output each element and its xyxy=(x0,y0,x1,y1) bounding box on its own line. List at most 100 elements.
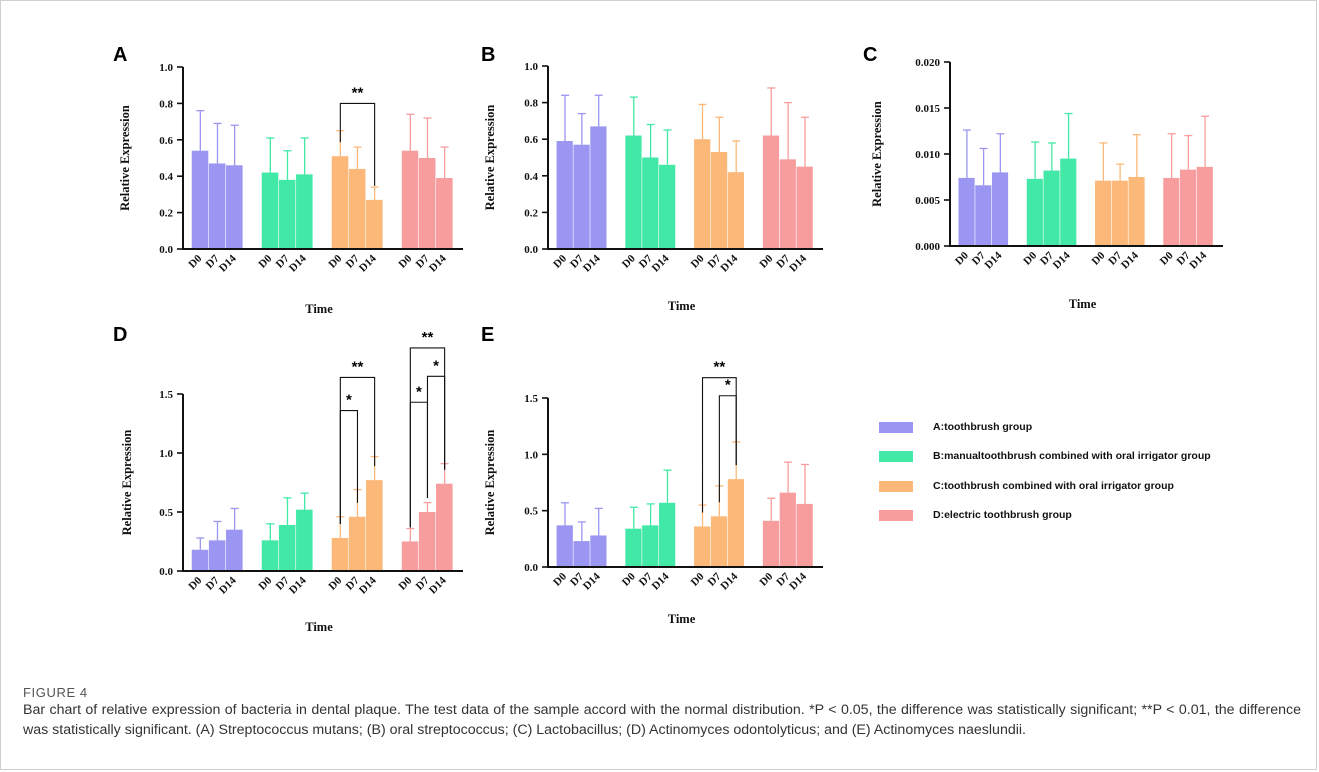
bar xyxy=(226,529,243,570)
bar xyxy=(331,156,349,248)
legend-label: B:manualtoothbrush combined with oral ir… xyxy=(933,450,1211,463)
bar xyxy=(727,172,745,248)
panel-letter: C xyxy=(863,44,877,66)
x-axis-title: Time xyxy=(1069,297,1097,311)
bar xyxy=(278,524,296,570)
bar xyxy=(958,177,975,245)
bar xyxy=(418,158,436,248)
x-tick-label: D14 xyxy=(427,574,449,596)
x-tick-label: D14 xyxy=(983,249,1005,271)
y-tick-label: 0.4 xyxy=(159,171,173,183)
bar xyxy=(796,503,813,566)
bar xyxy=(366,480,383,570)
bar xyxy=(296,174,313,248)
x-axis-title: Time xyxy=(668,299,696,313)
bar xyxy=(1043,170,1060,245)
significance-label: * xyxy=(725,377,731,394)
x-tick-label: D14 xyxy=(650,252,672,274)
y-axis-title: Relative Expression xyxy=(120,430,134,536)
y-tick-label: 0.020 xyxy=(915,57,940,69)
y-tick-label: 1.0 xyxy=(524,449,538,461)
bar xyxy=(261,540,279,570)
bar xyxy=(191,549,209,570)
significance-label: * xyxy=(346,392,352,409)
y-tick-label: 1.0 xyxy=(159,448,173,460)
bar xyxy=(590,535,607,566)
x-tick-label: D0 xyxy=(256,574,274,592)
x-tick-label: D0 xyxy=(551,252,569,270)
y-tick-label: 0.010 xyxy=(915,149,940,161)
bar xyxy=(366,199,383,248)
significance-bracket xyxy=(409,401,429,528)
x-tick-label: D0 xyxy=(620,570,638,588)
bar xyxy=(191,150,209,248)
bar xyxy=(208,163,226,248)
bar xyxy=(556,525,573,566)
panel-letter: B xyxy=(481,44,495,66)
bar xyxy=(296,509,313,570)
bar xyxy=(573,541,590,566)
x-tick-label: D0 xyxy=(757,570,775,588)
y-tick-label: 0.2 xyxy=(524,207,538,219)
bar xyxy=(694,139,711,248)
bar xyxy=(226,165,243,248)
bar xyxy=(625,135,642,248)
x-tick-label: D0 xyxy=(186,252,204,270)
bar xyxy=(348,516,366,570)
x-tick-label: D0 xyxy=(326,574,344,592)
x-axis-title: Time xyxy=(668,612,696,626)
x-tick-label: D14 xyxy=(427,252,449,274)
x-tick-label: D14 xyxy=(287,574,309,596)
significance-bracket xyxy=(426,375,446,498)
bar xyxy=(762,135,780,248)
significance-label: ** xyxy=(352,358,364,375)
y-axis-title: Relative Expression xyxy=(483,430,497,536)
x-tick-label: D0 xyxy=(186,574,204,592)
significance-label: ** xyxy=(352,84,364,101)
bar xyxy=(331,537,349,570)
significance-bracket xyxy=(339,102,376,186)
x-tick-label: D14 xyxy=(718,252,740,274)
bar xyxy=(796,166,813,248)
y-tick-label: 0.2 xyxy=(159,208,173,220)
x-tick-label: D0 xyxy=(1021,249,1039,267)
y-axis-title: Relative Expression xyxy=(118,105,132,211)
x-tick-label: D0 xyxy=(1090,249,1108,267)
y-tick-label: 0.8 xyxy=(159,98,173,110)
y-tick-label: 0.6 xyxy=(159,135,173,147)
y-tick-label: 1.0 xyxy=(159,62,173,74)
figure-label: FIGURE 4 xyxy=(23,685,88,700)
y-tick-label: 0.0 xyxy=(159,244,173,256)
y-tick-label: 0.5 xyxy=(159,507,173,519)
y-tick-label: 0.5 xyxy=(524,506,538,518)
bar xyxy=(261,172,279,248)
y-tick-label: 0.6 xyxy=(524,134,538,146)
bar xyxy=(401,150,419,248)
legend-label: A:toothbrush group xyxy=(933,421,1033,433)
panel-letter: A xyxy=(113,44,127,66)
y-tick-label: 0.0 xyxy=(524,244,538,256)
x-tick-label: D14 xyxy=(650,570,672,592)
legend-swatch xyxy=(879,451,913,463)
x-tick-label: D14 xyxy=(217,574,239,596)
legend-swatch xyxy=(879,422,913,433)
x-tick-label: D0 xyxy=(396,574,414,592)
significance-bracket xyxy=(718,395,737,503)
x-tick-label: D14 xyxy=(787,252,809,274)
bar xyxy=(1196,166,1213,245)
bar xyxy=(642,525,659,566)
panel-letter: D xyxy=(113,324,127,346)
x-tick-label: D14 xyxy=(787,570,809,592)
x-tick-label: D14 xyxy=(287,252,309,274)
y-tick-label: 0.4 xyxy=(524,171,538,183)
x-tick-label: D14 xyxy=(1051,249,1073,271)
y-tick-label: 1.5 xyxy=(159,389,173,401)
x-tick-label: D0 xyxy=(396,252,414,270)
bar xyxy=(1180,169,1197,245)
significance-label: ** xyxy=(714,359,726,376)
bar xyxy=(348,168,366,248)
x-tick-label: D14 xyxy=(1119,249,1141,271)
bar xyxy=(556,141,573,248)
x-axis-title: Time xyxy=(305,302,333,316)
bar xyxy=(1095,180,1112,245)
